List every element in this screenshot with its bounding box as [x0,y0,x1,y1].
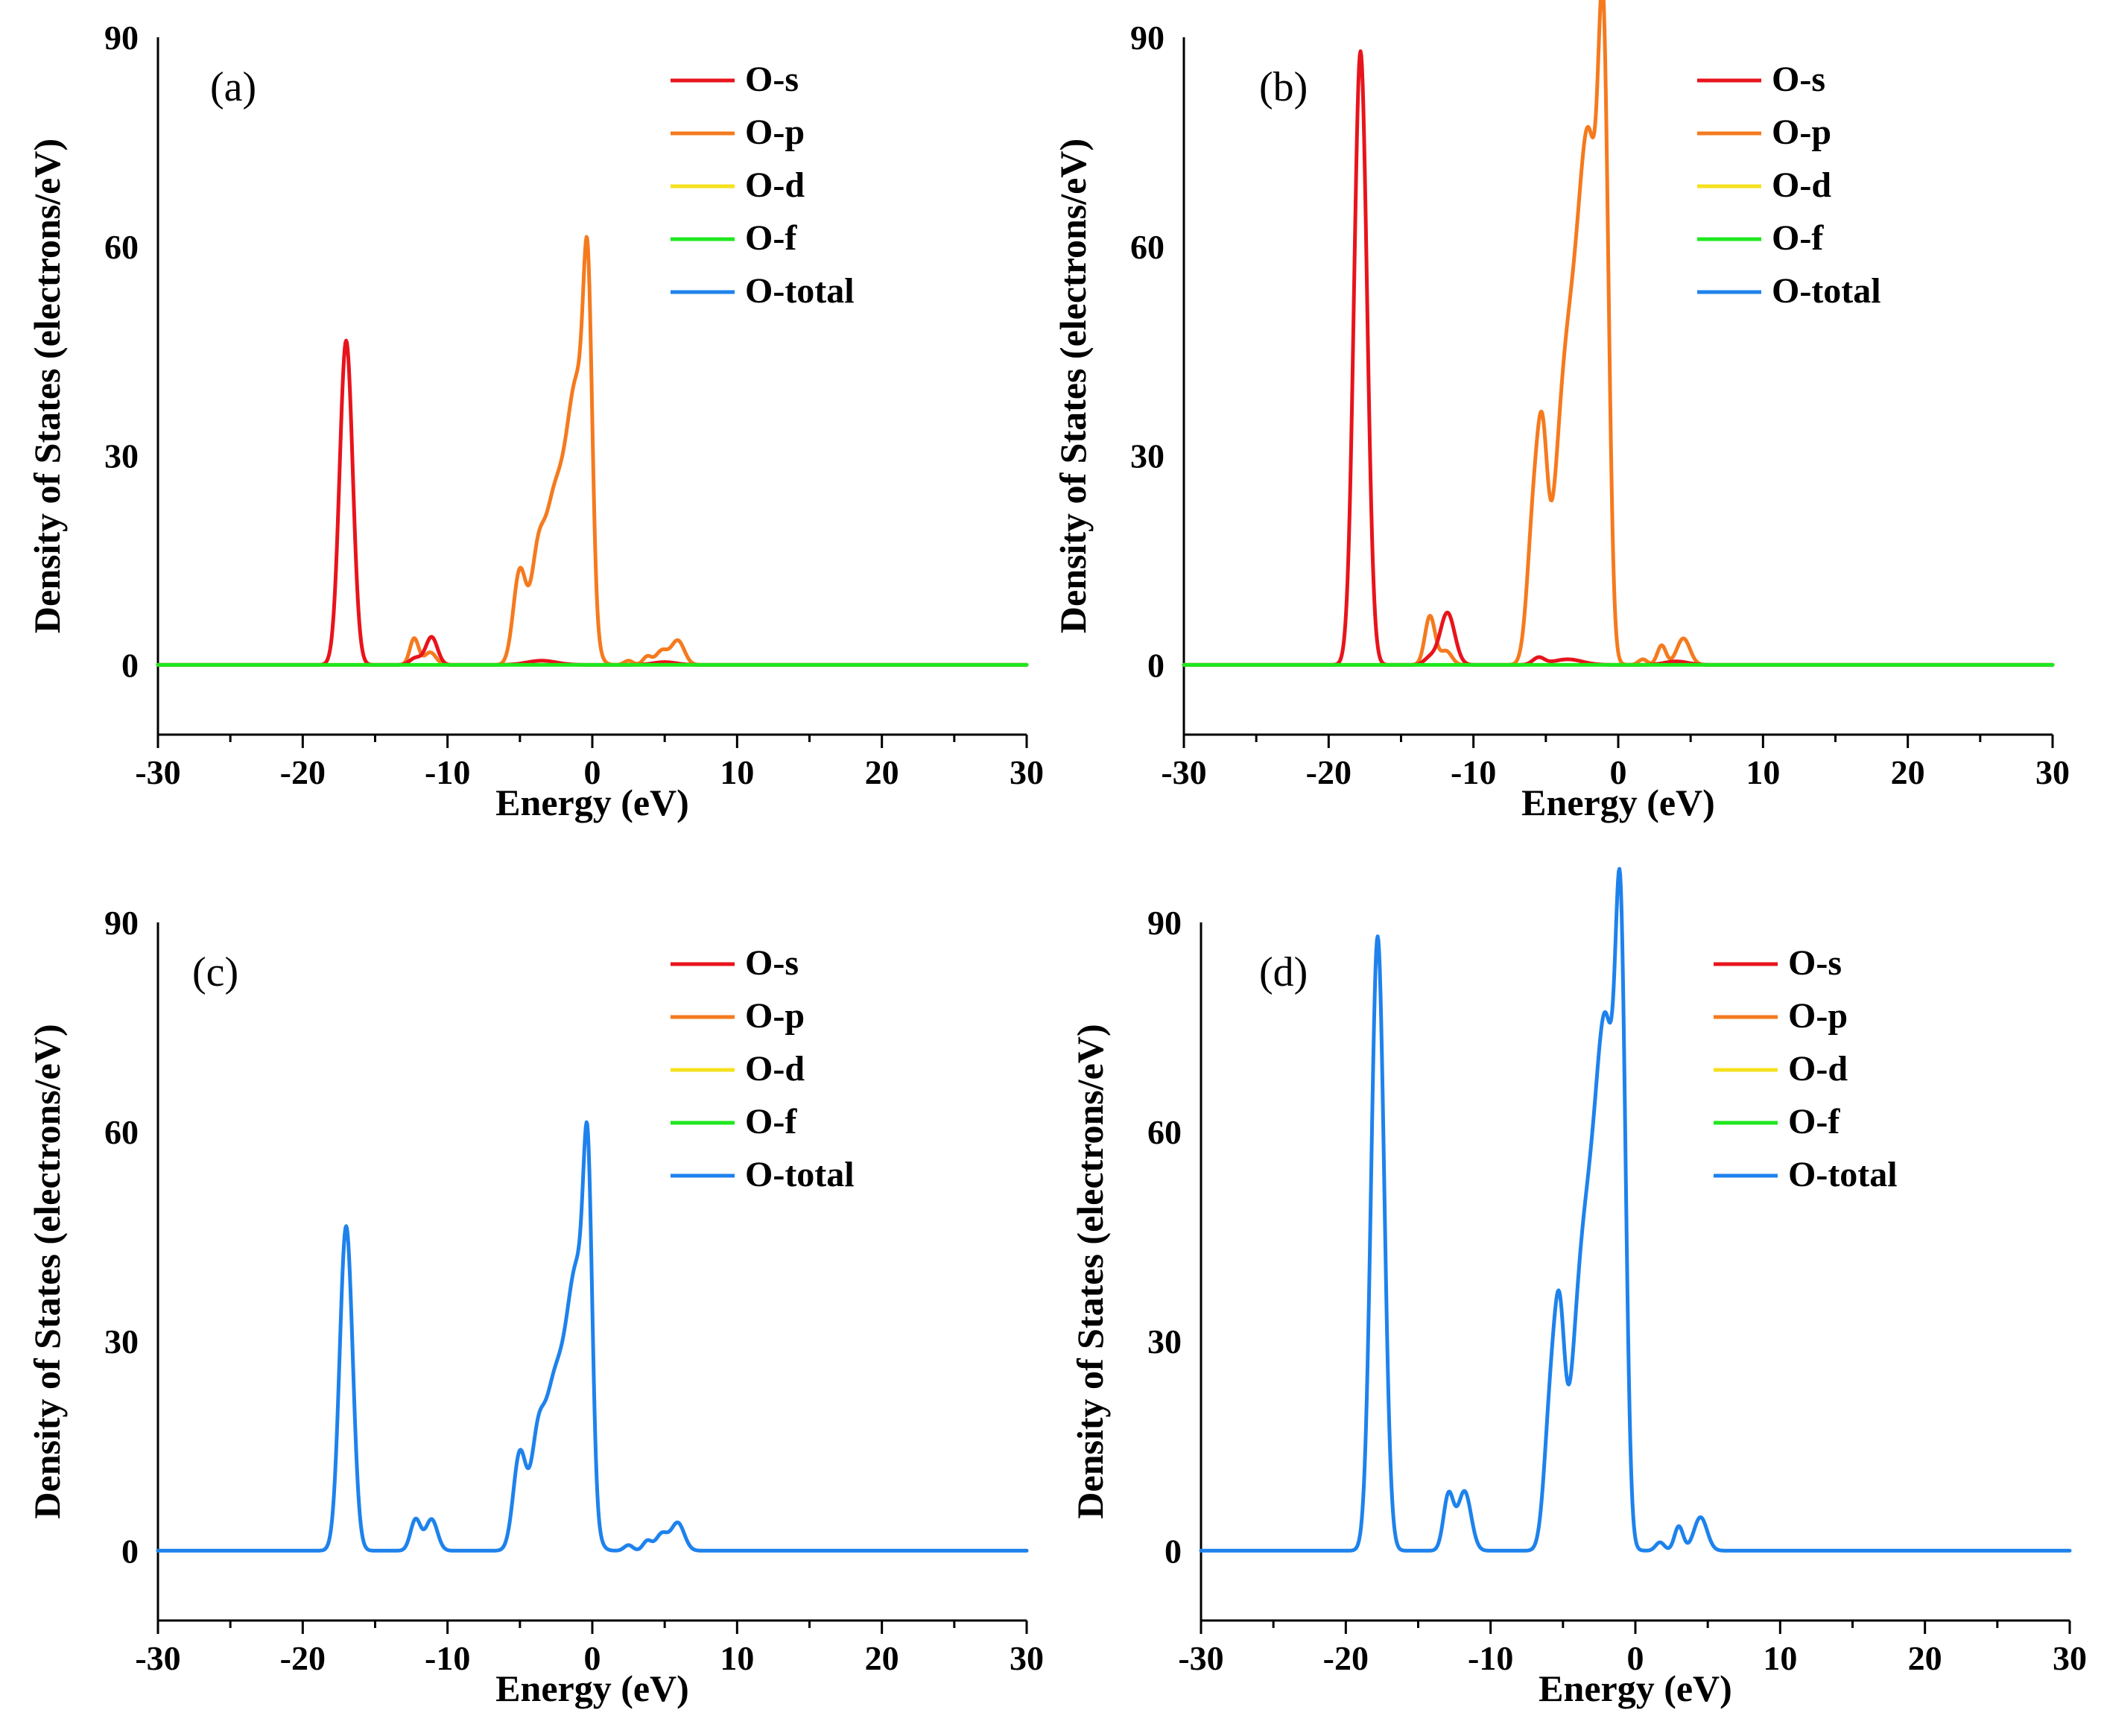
x-tick-label: 0 [584,1639,601,1677]
panel-label: (c) [192,949,238,995]
x-tick-label: 10 [720,1639,754,1677]
x-tick-label: 0 [584,753,601,791]
x-tick-label: 20 [1908,1639,1942,1677]
legend-label-o-p: O-p [745,113,805,152]
legend-label-o-f: O-f [745,218,797,258]
legend-label-o-d: O-d [745,1049,805,1089]
x-tick-label: 10 [1763,1639,1797,1677]
legend-label-o-s: O-s [1772,60,1825,99]
y-tick-label: 60 [1130,228,1165,266]
y-tick-label: 30 [104,1322,139,1360]
panel-label: (a) [210,64,256,110]
legend-label-o-s: O-s [745,60,799,99]
y-axis-title: Density of States (electrons/eV) [26,1024,68,1518]
x-tick-label: 20 [865,1639,899,1677]
legend-label-o-p: O-p [1772,113,1831,152]
legend-label-o-total: O-total [745,271,855,311]
y-axis-title: Density of States (electrons/eV) [26,139,68,633]
series-line-o-p [156,235,1029,667]
y-tick-label: 0 [121,646,139,684]
panel-c: -30 -20 -10 0 10 20 30 0 30 60 90 Energy (eV) Densit… [26,904,1044,1709]
legend-label-o-f: O-f [1788,1102,1840,1141]
legend-label-o-d: O-d [1772,165,1831,205]
x-tick-label: 0 [1627,1639,1644,1677]
y-tick-label: 60 [1147,1113,1182,1151]
x-tick-label: -30 [1161,753,1206,791]
legend-label-o-d: O-d [1788,1049,1848,1089]
panel-d: -30 -20 -10 0 10 20 30 0 30 60 90 Energy (eV) Densit… [1069,867,2087,1709]
y-tick-label: 90 [1147,904,1182,942]
x-tick-label: 30 [2035,753,2070,791]
legend-label-o-p: O-p [745,996,805,1036]
x-tick-label: -30 [135,1639,180,1677]
y-tick-label: 60 [104,228,139,266]
series-line-o-p [1182,0,2055,667]
x-axis-title: Energy (eV) [1521,782,1715,823]
legend-label-o-total: O-total [1772,271,1881,311]
series-line-o-s [1182,49,2055,667]
x-axis-title: Energy (eV) [495,782,689,823]
x-axis-title: Energy (eV) [495,1667,689,1709]
legend-label-o-p: O-p [1788,996,1848,1036]
legend-label-o-total: O-total [1788,1155,1898,1194]
x-tick-label: -20 [1306,753,1352,791]
x-tick-label: 20 [1891,753,1925,791]
x-tick-label: 10 [720,753,754,791]
x-tick-label: -10 [425,753,470,791]
x-tick-label: 30 [1010,1639,1044,1677]
y-axis-title: Density of States (electrons/eV) [1052,139,1094,633]
legend-label-o-f: O-f [745,1102,797,1141]
legend-label-o-s: O-s [1788,943,1842,983]
x-tick-label: 20 [865,753,899,791]
x-tick-label: -20 [1323,1639,1369,1677]
y-tick-label: 30 [1147,1322,1182,1360]
panel-label: (d) [1259,949,1308,995]
y-tick-label: 60 [104,1113,139,1151]
legend-label-o-s: O-s [745,943,799,983]
x-tick-label: 30 [2053,1639,2087,1677]
x-tick-label: 30 [1010,753,1044,791]
panel-a: -30 -20 -10 0 10 20 30 0 30 60 90 Energy (eV) Densit… [26,19,1044,823]
x-tick-label: -10 [1468,1639,1513,1677]
y-tick-label: 0 [1147,646,1165,684]
legend-label-o-f: O-f [1772,218,1824,258]
x-tick-label: -10 [1451,753,1496,791]
series-line-o-total [1199,867,2072,1553]
y-tick-label: 90 [1130,19,1165,57]
x-tick-label: -30 [135,753,180,791]
y-tick-label: 30 [1130,437,1165,475]
x-axis-title: Energy (eV) [1539,1667,1732,1709]
x-tick-label: 0 [1610,753,1627,791]
x-tick-label: -10 [425,1639,470,1677]
x-tick-label: 10 [1746,753,1780,791]
y-tick-label: 90 [104,19,139,57]
legend-label-o-total: O-total [745,1155,855,1194]
panel-b: -30 -20 -10 0 10 20 30 0 30 60 90 Energy (eV) Densit… [1052,0,2070,823]
y-tick-label: 0 [121,1532,139,1570]
y-tick-label: 0 [1165,1532,1182,1570]
legend-label-o-d: O-d [745,165,805,205]
y-axis-title: Density of States (electrons/eV) [1069,1024,1111,1518]
y-tick-label: 30 [104,437,139,475]
x-tick-label: -20 [280,753,326,791]
x-tick-label: -20 [280,1639,326,1677]
panel-label: (b) [1259,64,1308,110]
series-line-o-total [156,1120,1029,1553]
y-tick-label: 90 [104,904,139,942]
x-tick-label: -30 [1178,1639,1223,1677]
